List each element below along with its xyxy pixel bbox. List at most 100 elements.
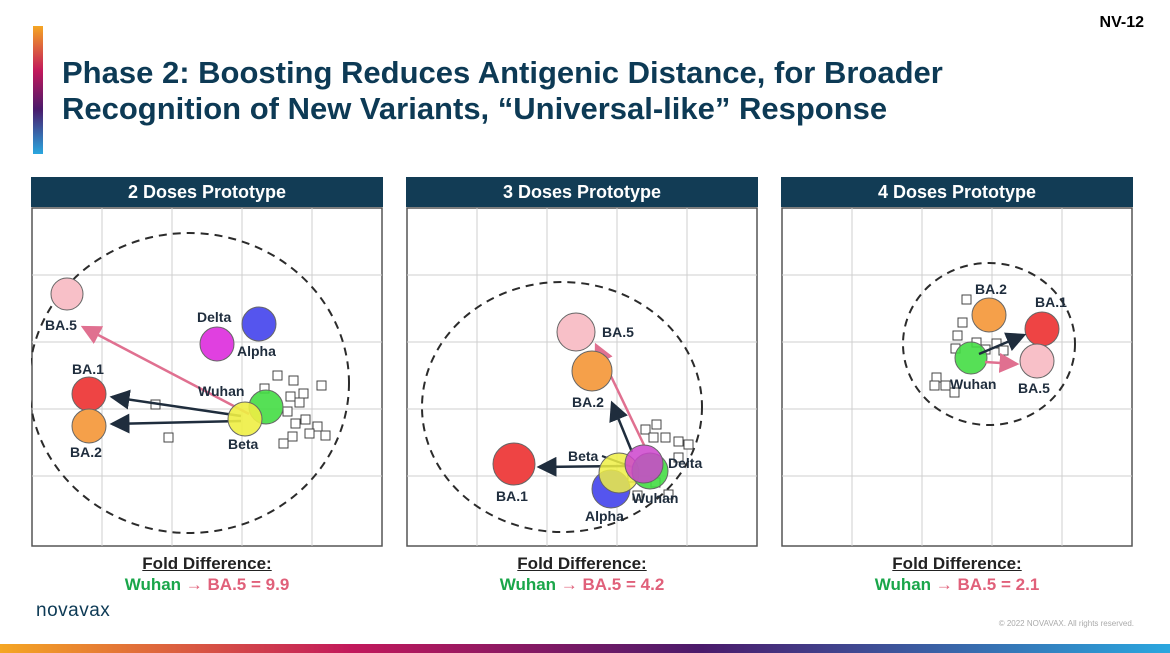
- antigenic-map-3-doses: BA.5 BA.2 BA.1 Alpha Beta Wuhan Delta: [406, 207, 758, 547]
- fold-difference-value: Wuhan → BA.5 = 4.2: [499, 575, 665, 594]
- serum-square: [940, 380, 951, 391]
- label-ba1: BA.1: [496, 488, 528, 504]
- breadth-boundary: [31, 232, 350, 534]
- serum-square: [648, 432, 659, 443]
- panel-header: 2 Doses Prototype: [31, 177, 383, 207]
- serum-square: [288, 375, 299, 386]
- accent-bar: [33, 26, 43, 154]
- fold-difference-value: Wuhan → BA.5 = 9.9: [124, 575, 290, 594]
- variant-delta: [624, 444, 664, 484]
- label-wuhan: Wuhan: [632, 490, 678, 506]
- serum-square: [163, 432, 174, 443]
- variant-ba1: [1024, 311, 1060, 347]
- serum-square: [651, 419, 662, 430]
- variant-ba1: [492, 442, 536, 486]
- slide-number: NV-12: [1099, 14, 1144, 31]
- serum-square: [304, 428, 315, 439]
- variant-ba2: [571, 350, 613, 392]
- serum-square: [640, 424, 651, 435]
- arrow-to-ba5: [80, 325, 250, 416]
- antigenic-map-svg: BA.5 BA.2 BA.1 Alpha Beta Wuhan Delta: [406, 207, 758, 547]
- antigenic-map-4-doses: BA.2 BA.1 Wuhan BA.5: [781, 207, 1133, 547]
- serum-square: [961, 294, 972, 305]
- label-ba2: BA.2: [572, 394, 604, 410]
- label-beta: Beta: [568, 448, 599, 464]
- label-alpha: Alpha: [585, 508, 624, 524]
- label-ba5: BA.5: [602, 324, 634, 340]
- serum-square: [316, 380, 327, 391]
- serum-square: [660, 432, 671, 443]
- panel-2-doses: 2 Doses Prototype: [31, 177, 383, 547]
- variant-beta: [227, 401, 263, 437]
- serum-square: [285, 391, 296, 402]
- fold-difference-label: Fold Difference:: [517, 554, 647, 573]
- panel-4-doses: 4 Doses Prototype: [781, 177, 1133, 547]
- serum-square: [300, 414, 311, 425]
- arrow-to-ba2: [609, 400, 634, 453]
- variant-delta: [199, 326, 235, 362]
- label-ba5: BA.5: [45, 317, 77, 333]
- label-ba1: BA.1: [72, 361, 104, 377]
- serum-square: [673, 436, 684, 447]
- arrow-to-ba1: [978, 332, 1027, 356]
- serum-square: [663, 489, 674, 500]
- panel-header: 3 Doses Prototype: [406, 177, 758, 207]
- label-beta: Beta: [228, 436, 259, 452]
- bottom-gradient-bar: [0, 644, 1170, 653]
- variant-alpha: [241, 306, 277, 342]
- label-delta: Delta: [197, 309, 231, 325]
- fold-difference-2-doses: Fold Difference: Wuhan → BA.5 = 9.9: [31, 553, 383, 595]
- antigenic-map-2-doses: BA.5 Delta Alpha BA.1 BA.2 Wuhan Beta: [31, 207, 383, 547]
- breadth-boundary: [421, 281, 703, 533]
- breadth-boundary: [902, 262, 1076, 426]
- serum-square: [290, 418, 301, 429]
- serum-square: [272, 370, 283, 381]
- serum-square: [998, 345, 1009, 356]
- arrow-to-ba2: [109, 413, 242, 434]
- label-delta: Delta: [668, 455, 702, 471]
- slide-title: Phase 2: Boosting Reduces Antigenic Dist…: [62, 55, 1142, 127]
- serum-square: [952, 330, 963, 341]
- copyright-notice: © 2022 NOVAVAX. All rights reserved.: [998, 619, 1134, 628]
- variant-ba1: [71, 376, 107, 412]
- label-wuhan: Wuhan: [950, 376, 996, 392]
- serum-square: [632, 490, 643, 501]
- fold-difference-4-doses: Fold Difference: Wuhan → BA.5 = 2.1: [781, 553, 1133, 595]
- serum-square: [278, 438, 289, 449]
- label-ba1: BA.1: [1035, 294, 1067, 310]
- variant-ba2: [971, 297, 1007, 333]
- panel-3-doses: 3 Doses Prototype: [406, 177, 758, 547]
- serum-square: [312, 421, 323, 432]
- label-ba2: BA.2: [70, 444, 102, 460]
- serum-square: [287, 431, 298, 442]
- variant-ba5: [1019, 343, 1055, 379]
- novavax-logo: novavax: [36, 600, 111, 621]
- serum-square: [320, 430, 331, 441]
- arrow-to-ba5: [984, 352, 1020, 373]
- variant-wuhan: [954, 341, 988, 375]
- serum-square: [282, 406, 293, 417]
- title-line-1: Phase 2: Boosting Reduces Antigenic Dist…: [62, 55, 943, 90]
- label-alpha: Alpha: [237, 343, 276, 359]
- title-line-2: Recognition of New Variants, “Universal-…: [62, 91, 888, 126]
- serum-square: [673, 452, 684, 463]
- fold-difference-label: Fold Difference:: [892, 554, 1022, 573]
- serum-square: [957, 317, 968, 328]
- variant-ba5: [556, 312, 596, 352]
- variant-ba2: [71, 408, 107, 444]
- fold-difference-value: Wuhan → BA.5 = 2.1: [874, 575, 1040, 594]
- fold-difference-3-doses: Fold Difference: Wuhan → BA.5 = 4.2: [406, 553, 758, 595]
- serum-square: [294, 397, 305, 408]
- serum-square: [949, 387, 960, 398]
- label-wuhan: Wuhan: [198, 383, 244, 399]
- label-ba2: BA.2: [975, 281, 1007, 297]
- label-ba5: BA.5: [1018, 380, 1050, 396]
- serum-square: [683, 439, 694, 450]
- panel-header: 4 Doses Prototype: [781, 177, 1133, 207]
- arrow-to-ba1: [109, 389, 242, 418]
- antigenic-map-svg: BA.5 Delta Alpha BA.1 BA.2 Wuhan Beta: [31, 207, 383, 547]
- variant-ba5: [50, 277, 84, 311]
- antigenic-map-svg: BA.2 BA.1 Wuhan BA.5: [781, 207, 1133, 547]
- fold-difference-label: Fold Difference:: [142, 554, 272, 573]
- serum-square: [298, 388, 309, 399]
